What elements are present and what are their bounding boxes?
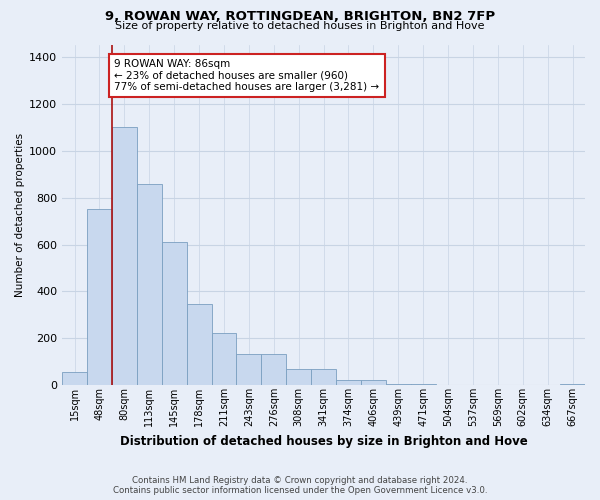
Bar: [386, 384, 411, 386]
Bar: [162, 242, 187, 386]
Y-axis label: Number of detached properties: Number of detached properties: [15, 133, 25, 298]
Bar: [112, 127, 137, 386]
Bar: [212, 332, 236, 386]
Bar: [62, 372, 87, 386]
Text: Size of property relative to detached houses in Brighton and Hove: Size of property relative to detached ho…: [115, 21, 485, 31]
Text: Contains HM Land Registry data © Crown copyright and database right 2024.
Contai: Contains HM Land Registry data © Crown c…: [113, 476, 487, 495]
Text: 9 ROWAN WAY: 86sqm
← 23% of detached houses are smaller (960)
77% of semi-detach: 9 ROWAN WAY: 86sqm ← 23% of detached hou…: [115, 59, 380, 92]
Bar: [336, 380, 361, 386]
Bar: [411, 384, 436, 386]
X-axis label: Distribution of detached houses by size in Brighton and Hove: Distribution of detached houses by size …: [120, 434, 527, 448]
Bar: [187, 304, 212, 386]
Text: 9, ROWAN WAY, ROTTINGDEAN, BRIGHTON, BN2 7FP: 9, ROWAN WAY, ROTTINGDEAN, BRIGHTON, BN2…: [105, 10, 495, 23]
Bar: [286, 369, 311, 386]
Bar: [560, 384, 585, 386]
Bar: [137, 184, 162, 386]
Bar: [262, 354, 286, 386]
Bar: [311, 369, 336, 386]
Bar: [361, 380, 386, 386]
Bar: [87, 210, 112, 386]
Bar: [236, 354, 262, 386]
